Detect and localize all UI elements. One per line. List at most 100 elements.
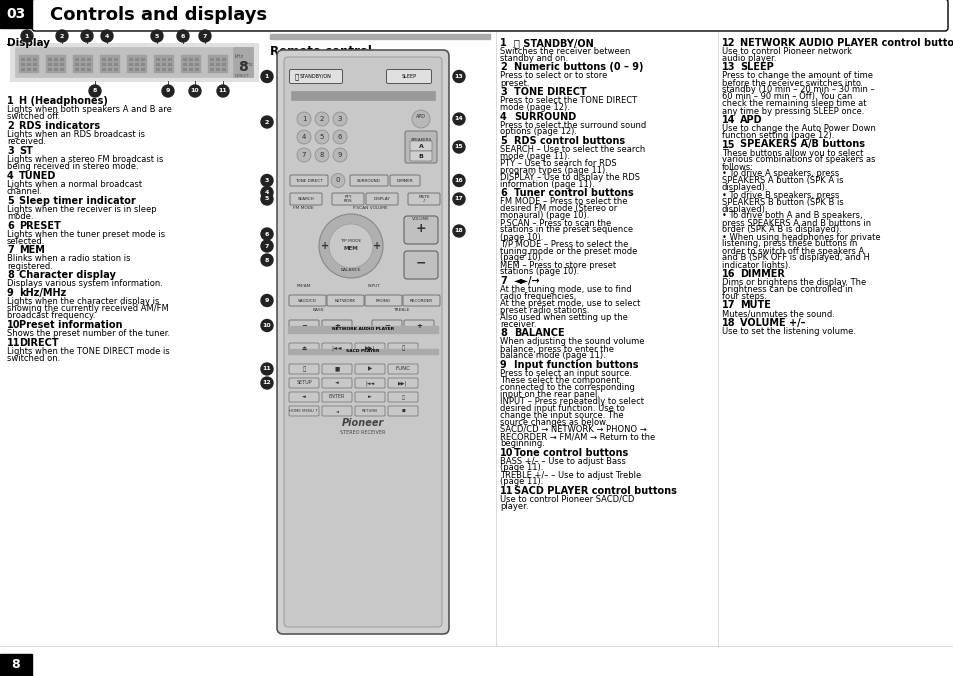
Text: SURROUND: SURROUND (514, 112, 576, 122)
Text: beginning.: beginning. (499, 439, 544, 448)
Bar (288, 349, 437, 354)
Text: ST: ST (19, 146, 32, 155)
Text: 11: 11 (7, 338, 20, 347)
FancyBboxPatch shape (410, 151, 432, 161)
Text: VOLUME +/–: VOLUME +/– (740, 318, 804, 328)
Bar (48, 68, 52, 71)
FancyBboxPatch shape (289, 364, 318, 374)
FancyBboxPatch shape (290, 175, 328, 186)
Circle shape (314, 148, 329, 162)
Bar (75, 58, 79, 61)
Text: ⏻: ⏻ (294, 73, 299, 80)
Text: source changes as below.: source changes as below. (499, 418, 607, 427)
Text: RDS control buttons: RDS control buttons (514, 136, 624, 146)
Text: 11: 11 (218, 89, 227, 93)
Text: brightness can be controlled in: brightness can be controlled in (721, 285, 852, 294)
Text: −: − (301, 322, 307, 329)
Bar (135, 63, 139, 66)
Text: FM MODE – Press to select the: FM MODE – Press to select the (499, 197, 627, 206)
Text: TONE DIRECT: TONE DIRECT (514, 87, 586, 97)
Text: audio player.: audio player. (721, 54, 776, 63)
Circle shape (296, 112, 311, 126)
Text: SEARCH – Use to select the search: SEARCH – Use to select the search (499, 145, 644, 154)
Bar (33, 63, 37, 66)
Circle shape (177, 30, 189, 42)
Text: change the input source. The: change the input source. The (499, 411, 623, 420)
Bar (10, 43, 257, 81)
FancyBboxPatch shape (350, 175, 388, 186)
FancyBboxPatch shape (388, 392, 417, 402)
Text: Blinks when a radio station is: Blinks when a radio station is (7, 254, 131, 264)
Text: Use to change the Auto Power Down: Use to change the Auto Power Down (721, 124, 875, 133)
Text: desired input function. Use to: desired input function. Use to (499, 404, 624, 413)
Text: preset radio stations.: preset radio stations. (499, 306, 589, 315)
Text: 8: 8 (319, 152, 324, 158)
Circle shape (81, 30, 92, 42)
Text: Press to change the amount of time: Press to change the amount of time (721, 72, 872, 80)
Text: Lights when both speakers A and B are: Lights when both speakers A and B are (7, 105, 172, 114)
FancyBboxPatch shape (388, 364, 417, 374)
Text: 16: 16 (721, 269, 735, 279)
FancyBboxPatch shape (388, 343, 417, 353)
Text: ▶▶|: ▶▶| (398, 380, 407, 386)
Text: Mutes/unmutes the sound.: Mutes/unmutes the sound. (721, 310, 834, 318)
Text: four steps.: four steps. (721, 292, 766, 301)
Text: (page 11).: (page 11). (499, 464, 543, 473)
Text: SEARCH: SEARCH (297, 197, 314, 201)
Text: Pioneer: Pioneer (341, 418, 384, 428)
Text: 10: 10 (7, 320, 20, 330)
Text: ■: ■ (334, 366, 339, 372)
Text: receiver.: receiver. (499, 320, 536, 329)
FancyBboxPatch shape (322, 378, 352, 388)
Text: stations (page 10).: stations (page 10). (499, 268, 578, 276)
Bar (108, 68, 112, 71)
FancyBboxPatch shape (403, 251, 437, 279)
Bar (87, 68, 91, 71)
Bar (210, 68, 213, 71)
Circle shape (314, 112, 329, 126)
Text: press SPEAKERS A and B buttons in: press SPEAKERS A and B buttons in (721, 218, 870, 228)
Text: +: + (416, 322, 421, 329)
Bar (60, 63, 64, 66)
Text: 3: 3 (7, 146, 13, 155)
Text: VOLUME: VOLUME (412, 217, 430, 221)
Text: ⏯: ⏯ (401, 395, 404, 400)
Text: TREBLE: TREBLE (393, 308, 409, 312)
Circle shape (296, 130, 311, 144)
Text: broadcast frequency.: broadcast frequency. (7, 312, 95, 320)
Text: ◄: ◄ (302, 395, 306, 400)
Bar (108, 63, 112, 66)
FancyBboxPatch shape (366, 193, 397, 205)
Bar (153, 55, 173, 73)
FancyBboxPatch shape (289, 392, 318, 402)
Text: • When using headphones for private: • When using headphones for private (721, 233, 880, 241)
Bar (46, 55, 66, 73)
Text: BASS +/– – Use to adjust Bass: BASS +/– – Use to adjust Bass (499, 456, 625, 466)
Text: B: B (418, 153, 423, 158)
FancyBboxPatch shape (355, 406, 385, 416)
Bar (54, 63, 58, 66)
Text: 10: 10 (191, 89, 199, 93)
Circle shape (56, 30, 68, 42)
Text: ◄: ◄ (335, 381, 338, 385)
Text: MEM: MEM (19, 245, 45, 256)
Text: 13: 13 (721, 62, 735, 72)
Text: T/P MODE – Press to select the: T/P MODE – Press to select the (499, 239, 628, 249)
Text: BALANCE: BALANCE (340, 268, 361, 272)
Text: 2: 2 (499, 62, 506, 72)
Text: selected.: selected. (7, 237, 46, 245)
Bar (19, 55, 39, 73)
Bar (129, 63, 132, 66)
Bar (183, 63, 187, 66)
Text: 5: 5 (319, 134, 324, 140)
Text: PRESET: PRESET (19, 220, 61, 231)
Text: 1: 1 (499, 38, 506, 48)
Text: order (SPK A B is displayed).: order (SPK A B is displayed). (721, 226, 841, 235)
Text: Displays various system information.: Displays various system information. (7, 279, 163, 288)
Text: received.: received. (7, 137, 46, 146)
Text: ENTER: ENTER (329, 395, 345, 400)
Bar (0, 0, 32, 28)
FancyBboxPatch shape (322, 343, 352, 353)
Text: SPEAKERS A button (SPK A is: SPEAKERS A button (SPK A is (721, 176, 842, 185)
Text: before the receiver switches into: before the receiver switches into (721, 78, 861, 87)
